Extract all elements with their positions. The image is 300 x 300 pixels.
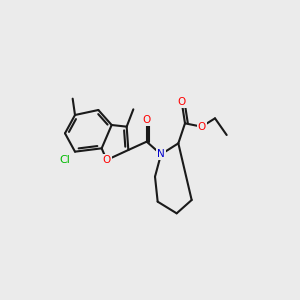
Text: O: O: [197, 122, 206, 132]
Text: Cl: Cl: [60, 155, 70, 165]
Text: O: O: [142, 115, 151, 125]
Text: O: O: [178, 97, 186, 107]
Text: N: N: [157, 149, 165, 159]
Text: O: O: [103, 155, 111, 165]
